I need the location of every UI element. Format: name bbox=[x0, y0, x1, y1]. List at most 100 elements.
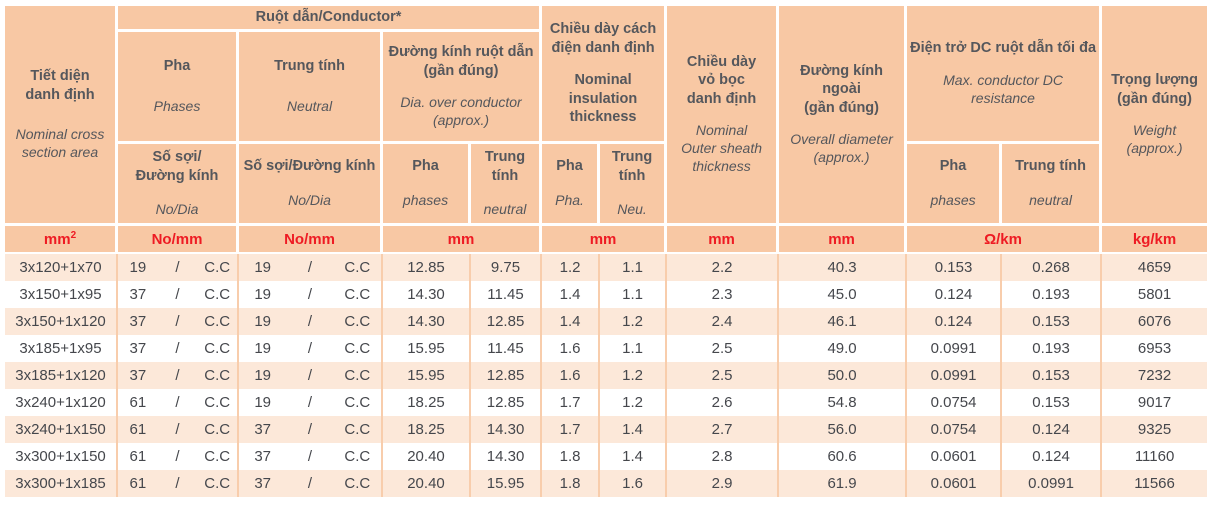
header-sheath: Chiều dày vỏ bọc danh định Nominal Outer… bbox=[667, 6, 780, 226]
dia-neutral-cell: 12.85 bbox=[471, 389, 543, 416]
overall-diameter-cell: 45.0 bbox=[779, 281, 908, 308]
header-weight-en: Weight (approx.) bbox=[1126, 122, 1183, 157]
strand-count: 19 bbox=[254, 286, 271, 303]
insulation-neutral-cell: 1.2 bbox=[600, 389, 668, 416]
strand-type: C.C bbox=[344, 340, 371, 357]
strand-count: 19 bbox=[129, 259, 147, 276]
header-phase: Pha Phases bbox=[118, 32, 239, 144]
header-conductor-group: Ruột dẫn/Conductor* bbox=[118, 6, 543, 32]
dia-neutral-cell: 14.30 bbox=[471, 443, 543, 470]
neutral-conductor-cell: 19 / C.C bbox=[239, 281, 383, 308]
units-row: mm2 No/mm No/mm mm mm mm mm Ω/km kg/km bbox=[5, 226, 1207, 254]
neutral-conductor-cell: 37 / C.C bbox=[239, 443, 383, 470]
insulation-phase-cell: 1.2 bbox=[542, 254, 601, 281]
table-row: 3x300+1x150 61 / C.C 37 / C.C 20.40 14.30 1.8 1.4 2… bbox=[5, 443, 1207, 470]
resistance-phase-cell: 0.0754 bbox=[907, 416, 1003, 443]
strand-type: C.C bbox=[344, 475, 371, 492]
header-weight-vi: Trọng lượng (gần đúng) bbox=[1111, 72, 1198, 107]
header-resistance-en: Max. conductor DC resistance bbox=[943, 71, 1063, 106]
unit-no-dia-neutral: No/mm bbox=[239, 226, 383, 254]
slash-separator: / bbox=[307, 313, 313, 330]
header-sheath-vi: Chiều dày vỏ bọc danh định bbox=[686, 53, 757, 107]
sheath-thickness-cell: 2.9 bbox=[667, 470, 780, 497]
size-cell: 3x120+1x70 bbox=[5, 254, 118, 281]
strand-count: 61 bbox=[129, 421, 147, 438]
slash-separator: / bbox=[175, 340, 180, 357]
weight-cell: 5801 bbox=[1137, 286, 1172, 303]
strand-count: 19 bbox=[254, 340, 271, 357]
header-sheath-en: Nominal Outer sheath thickness bbox=[681, 122, 763, 175]
overall-diameter-cell: 56.0 bbox=[779, 416, 908, 443]
slash-separator: / bbox=[307, 286, 313, 303]
slash-separator: / bbox=[307, 421, 313, 438]
dia-phase-cell: 15.95 bbox=[383, 335, 471, 362]
table-row: 3x185+1x120 37 / C.C 19 / C.C 15.95 12.85 1.6 1.2 2… bbox=[5, 362, 1207, 389]
strand-type: C.C bbox=[204, 286, 231, 303]
weight-cell: 9325 bbox=[1137, 421, 1172, 438]
insulation-neutral-cell: 1.4 bbox=[600, 416, 668, 443]
sheath-thickness-cell: 2.5 bbox=[667, 335, 780, 362]
slash-separator: / bbox=[175, 367, 180, 384]
slash-separator: / bbox=[307, 259, 313, 276]
insulation-neutral-cell: 1.1 bbox=[600, 335, 668, 362]
table-row: 3x240+1x120 61 / C.C 19 / C.C 18.25 12.85 1.7 1.2 2… bbox=[5, 389, 1207, 416]
table-body: 3x120+1x70 19/C.C 19/C.C 12.85 9.75 1.2 1.1 2.2… bbox=[5, 254, 1207, 497]
slash-separator: / bbox=[175, 475, 180, 492]
resistance-neutral-cell: 0.268 bbox=[1002, 254, 1103, 281]
insulation-phase-cell: 1.6 bbox=[542, 335, 601, 362]
dia-neutral-cell: 11.45 bbox=[471, 281, 543, 308]
table-row: 3x150+1x120 37 / C.C 19 / C.C 14.30 12.85 1.4 1.2 2… bbox=[5, 308, 1207, 335]
slash-separator: / bbox=[175, 448, 180, 465]
weight-cell: 9017 bbox=[1137, 394, 1172, 411]
overall-diameter-cell: 40.3 bbox=[779, 254, 908, 281]
insulation-neutral-cell: 1.1 bbox=[600, 254, 668, 281]
phase-conductor-cell: 61 / C.C bbox=[118, 470, 239, 497]
slash-separator: / bbox=[307, 367, 313, 384]
strand-type: C.C bbox=[344, 394, 371, 411]
header-insulation-neutral: Trung tính Neu. bbox=[600, 144, 668, 226]
phase-conductor-cell: 37 / C.C bbox=[118, 335, 239, 362]
dia-phase-cell: 20.40 bbox=[383, 470, 471, 497]
header-no-dia-neutral: Số sợi/Đường kính No/Dia bbox=[239, 144, 383, 226]
table-row: 3x300+1x185 61 / C.C 37 / C.C 20.40 15.95 1.8 1.6 2… bbox=[5, 470, 1207, 497]
dia-neutral-cell: 12.85 bbox=[471, 308, 543, 335]
phase-conductor-cell: 61 / C.C bbox=[118, 443, 239, 470]
dia-phase-cell: 18.25 bbox=[383, 389, 471, 416]
dia-neutral-cell: 9.75 bbox=[471, 254, 543, 281]
resistance-phase-cell: 0.124 bbox=[907, 281, 1003, 308]
phase-conductor-cell: 61 / C.C bbox=[118, 389, 239, 416]
strand-count: 19 bbox=[254, 367, 271, 384]
sheath-thickness-cell: 2.4 bbox=[667, 308, 780, 335]
strand-type: C.C bbox=[204, 313, 231, 330]
strand-type: C.C bbox=[344, 421, 371, 438]
phase-conductor-cell: 61 / C.C bbox=[118, 416, 239, 443]
dia-phase-cell: 12.85 bbox=[383, 254, 471, 281]
resistance-neutral-cell: 0.193 bbox=[1002, 281, 1103, 308]
dia-phase-cell: 18.25 bbox=[383, 416, 471, 443]
strand-type: C.C bbox=[344, 313, 371, 330]
strand-count: 37 bbox=[129, 367, 147, 384]
table-row: 3x120+1x70 19 / C.C 19 / C.C 12.85 9.75 1.2 1.1 2.2… bbox=[5, 254, 1207, 281]
strand-type: C.C bbox=[204, 421, 231, 438]
strand-type: C.C bbox=[344, 286, 371, 303]
header-dia-over-conductor: Đường kính ruột dẫn (gần đúng) Dia. over… bbox=[383, 32, 543, 144]
table-row: 3x185+1x95 37 / C.C 19 / C.C 15.95 11.45 1.6 1.1 2.… bbox=[5, 335, 1207, 362]
neutral-conductor-cell: 19 / C.C bbox=[239, 362, 383, 389]
resistance-neutral-cell: 0.0991 bbox=[1002, 470, 1103, 497]
strand-type: C.C bbox=[344, 367, 371, 384]
neutral-conductor-cell: 19 / C.C bbox=[239, 308, 383, 335]
sheath-thickness-cell: 2.6 bbox=[667, 389, 780, 416]
sheath-thickness-cell: 2.3 bbox=[667, 281, 780, 308]
header-nominal-section-vi: Tiết diện danh định bbox=[25, 68, 95, 103]
slash-separator: / bbox=[307, 340, 313, 357]
resistance-neutral-cell: 0.124 bbox=[1002, 416, 1103, 443]
strand-type: C.C bbox=[204, 394, 231, 411]
header-resistance-group: Điện trở DC ruột dẫn tối đa Max. conduct… bbox=[907, 6, 1103, 144]
overall-diameter-cell: 60.6 bbox=[779, 443, 908, 470]
header-resistance-vi: Điện trở DC ruột dẫn tối đa bbox=[910, 40, 1097, 57]
insulation-neutral-cell: 1.1 bbox=[600, 281, 668, 308]
slash-separator: / bbox=[175, 394, 180, 411]
strand-type: C.C bbox=[204, 448, 231, 465]
strand-type: C.C bbox=[204, 340, 231, 357]
insulation-neutral-cell: 1.2 bbox=[600, 308, 668, 335]
